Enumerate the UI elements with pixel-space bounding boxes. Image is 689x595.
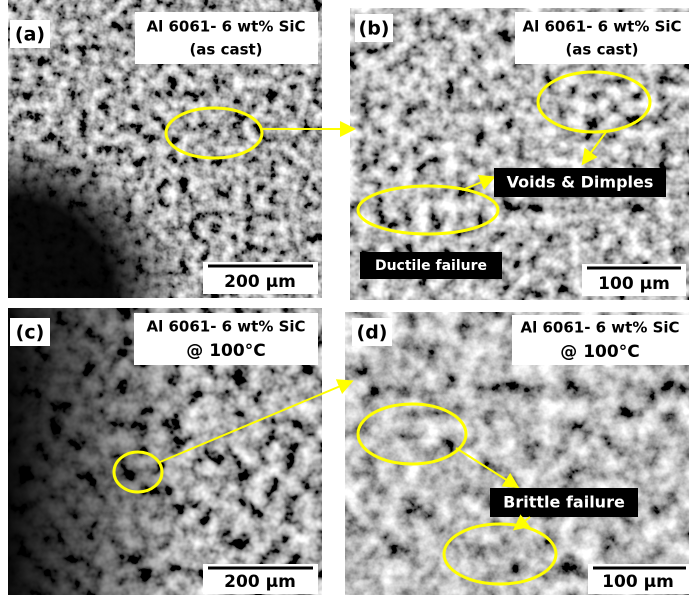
panel-label: (c) xyxy=(16,322,45,344)
scale-label: 200 µm xyxy=(224,272,296,292)
panel-title: @ 100°C xyxy=(560,342,639,362)
scale-label: 100 µm xyxy=(598,274,670,294)
panel-label: (b) xyxy=(359,18,390,40)
panel-title: (as cast) xyxy=(565,41,638,59)
figure: (a) Al 6061- 6 wt% SiC (as cast) 200 µm … xyxy=(0,0,689,595)
annotation: Brittle failure xyxy=(503,493,625,512)
panel-label: (a) xyxy=(15,24,45,46)
annotation: Voids & Dimples xyxy=(507,173,654,192)
panel-label: (d) xyxy=(357,322,388,344)
panel-title: (as cast) xyxy=(189,41,262,59)
panel-title: Al 6061- 6 wt% SiC xyxy=(522,18,681,36)
annotation: Ductile failure xyxy=(375,258,487,274)
panel-title: Al 6061- 6 wt% SiC xyxy=(520,319,679,337)
panel-title: @ 100°C xyxy=(186,341,265,361)
scale-label: 200 µm xyxy=(224,572,296,592)
scale-label: 100 µm xyxy=(602,572,674,592)
panel-title: Al 6061- 6 wt% SiC xyxy=(146,18,305,36)
panel-title: Al 6061- 6 wt% SiC xyxy=(146,318,305,336)
